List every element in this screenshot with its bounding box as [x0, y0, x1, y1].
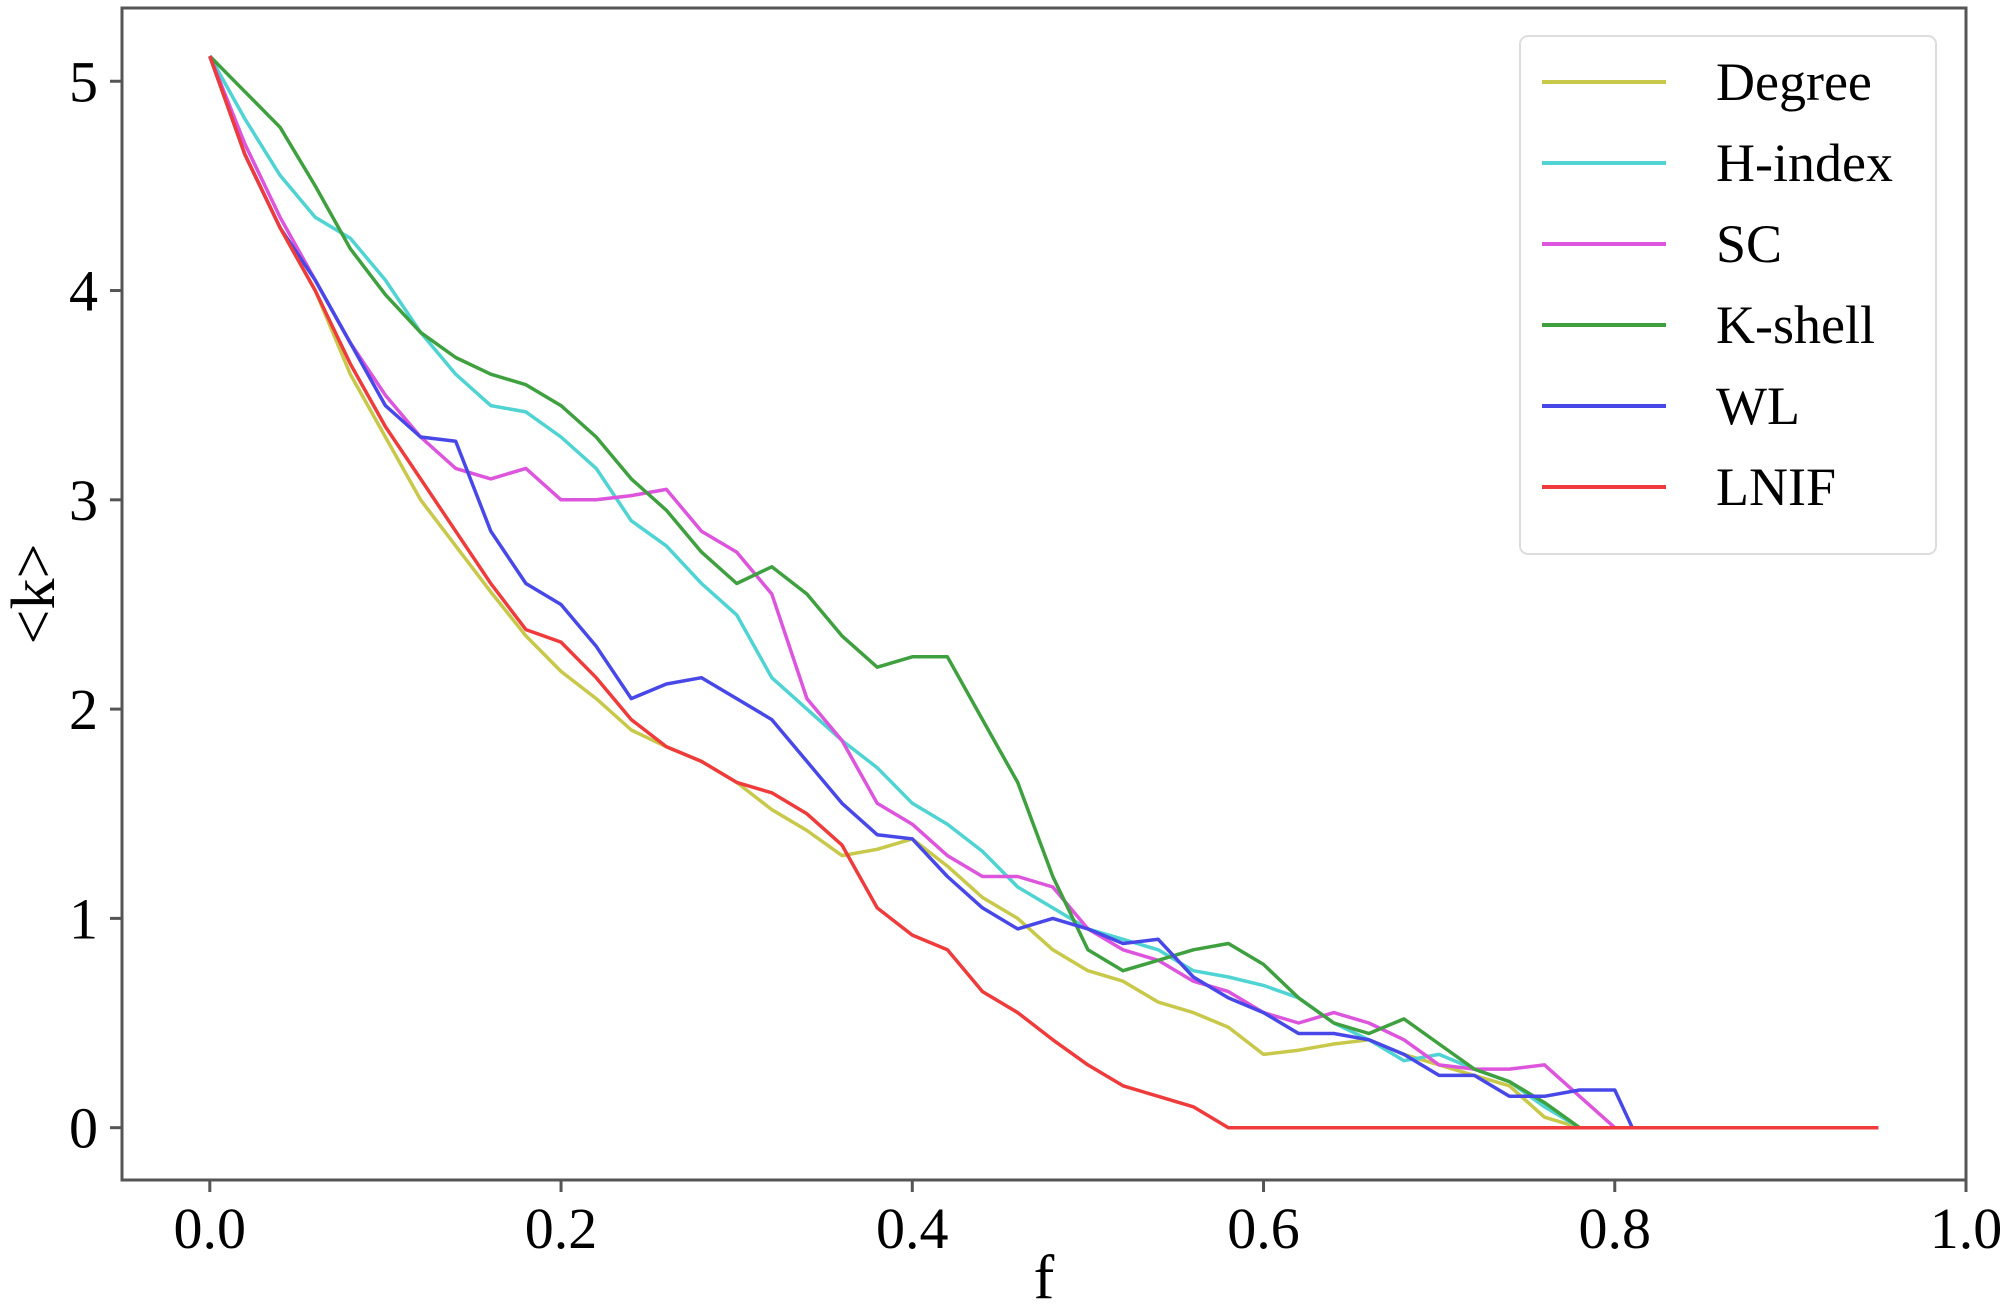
legend-item-h-index: H-index	[1542, 133, 1893, 193]
series-layer	[208, 54, 1879, 1130]
y-tick-label: 2	[69, 677, 98, 742]
series-line-lnif	[208, 55, 1879, 1130]
x-tick-label: 0.6	[1227, 1196, 1300, 1261]
x-tick-label: 0.0	[174, 1196, 247, 1261]
y-tick-label: 0	[69, 1096, 98, 1161]
x-axis: 0.0 0.2 0.4 0.6 0.8 1.0	[174, 1180, 2000, 1261]
x-tick-label: 0.8	[1579, 1196, 1652, 1261]
series-line-sc	[208, 55, 1879, 1130]
legend-box	[1519, 35, 1937, 555]
y-axis-title: <k>	[0, 544, 68, 645]
x-tick-label: 0.4	[876, 1196, 949, 1261]
y-tick-label: 5	[69, 49, 98, 114]
plot-frame	[120, 6, 1968, 1182]
series-line-wl	[208, 55, 1879, 1130]
legend-label: K-shell	[1716, 295, 1875, 355]
legend-label: H-index	[1716, 133, 1893, 193]
x-tick-label: 1.0	[1930, 1196, 2000, 1261]
legend-item-k-shell: K-shell	[1542, 295, 1875, 355]
x-axis-title: f	[1034, 1244, 1055, 1306]
y-tick-label: 1	[69, 886, 98, 951]
y-axis: 0 1 2 3 4 5	[69, 49, 122, 1161]
legend-label: WL	[1716, 376, 1800, 436]
legend-label: LNIF	[1716, 457, 1836, 517]
legend-item-degree: Degree	[1542, 52, 1872, 112]
legend: Degree H-index SC K-shell WL LNIF	[1519, 35, 1937, 555]
legend-item-lnif: LNIF	[1542, 457, 1836, 517]
legend-item-sc: SC	[1542, 214, 1782, 274]
legend-item-wl: WL	[1542, 376, 1800, 436]
y-tick-label: 4	[69, 259, 98, 324]
legend-label: SC	[1716, 214, 1782, 274]
legend-label: Degree	[1716, 52, 1872, 112]
y-tick-label: 3	[69, 468, 98, 533]
series-line-k-shell	[208, 54, 1879, 1130]
x-tick-label: 0.2	[525, 1196, 598, 1261]
